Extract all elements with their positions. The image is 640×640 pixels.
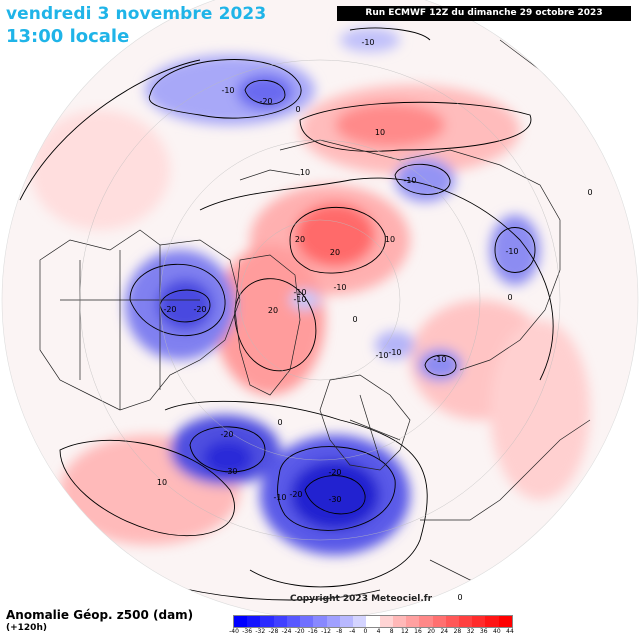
contour-label: -20 — [163, 305, 176, 314]
contour-label: 0 — [507, 293, 512, 302]
contour-label: -20 — [259, 97, 272, 106]
contour-label: -10 — [293, 295, 306, 304]
contour-label: -10 — [333, 283, 346, 292]
legend-label: 32 — [466, 628, 475, 635]
contour-label: -10 — [293, 288, 306, 297]
legend-label: -32 — [255, 628, 266, 635]
contour-labels: -10-10-20-10-10-2010-20-10-10-10-10-1020… — [157, 38, 593, 602]
legend-swatch — [247, 616, 261, 627]
legend-swatch — [445, 616, 459, 627]
contour-label: -10 — [388, 348, 401, 357]
legend-label: -16 — [307, 628, 318, 635]
legend-swatch — [406, 616, 420, 627]
legend-label: -24 — [281, 628, 292, 635]
contour-label: -20 — [328, 468, 341, 477]
contour-label: 20 — [268, 306, 278, 315]
legend-label: 20 — [427, 628, 435, 635]
legend-label: 40 — [493, 628, 501, 635]
neg-anomaly-europe-core — [290, 460, 380, 530]
forecast-date: vendredi 3 novembre 2023 — [6, 4, 267, 24]
legend-swatch — [234, 616, 248, 627]
contour-label: 0 — [277, 418, 282, 427]
legend-swatch — [485, 616, 499, 627]
legend-label: -12 — [321, 628, 331, 635]
contour-label: 10 — [300, 168, 310, 177]
contour-label: 0 — [295, 105, 300, 114]
pos-anomaly-siberia-core — [335, 103, 445, 147]
contour-label: 0 — [352, 315, 357, 324]
contour-label: -10 — [221, 86, 234, 95]
legend-label: 44 — [506, 628, 514, 635]
legend-label: 36 — [479, 628, 488, 635]
legend-label: 4 — [376, 628, 381, 635]
contour-label: 10 — [157, 478, 167, 487]
legend-label: -20 — [294, 628, 305, 635]
contour-label: 10 — [375, 128, 385, 137]
legend-label: -40 — [229, 628, 239, 635]
legend-label: -8 — [336, 628, 343, 635]
pos-anomaly-east — [490, 320, 590, 500]
contour-label: -10 — [505, 247, 518, 256]
legend-swatch — [472, 616, 486, 627]
map-variable-title: Anomalie Géop. z500 (dam) — [6, 608, 194, 622]
contour-label: -30 — [328, 495, 341, 504]
contour-label: -20 — [193, 305, 206, 314]
contour-label: 10 — [385, 235, 395, 244]
legend-label: 12 — [401, 628, 409, 635]
legend-swatch — [458, 616, 473, 627]
legend-swatch — [379, 616, 393, 627]
legend-label: -28 — [268, 628, 279, 635]
legend-label: -36 — [242, 628, 253, 635]
neg-anomaly-natl-core — [203, 440, 253, 476]
contour-label: -10 — [375, 351, 388, 360]
legend-swatch — [498, 616, 512, 627]
neg-anomaly-nepac — [340, 28, 400, 52]
legend-swatch — [326, 616, 340, 627]
run-info: Run ECMWF 12Z du dimanche 29 octobre 202… — [337, 6, 631, 21]
contour-label: -20 — [289, 490, 302, 499]
color-scale-legend — [233, 615, 513, 628]
legend-swatch — [339, 616, 354, 627]
pos-anomaly-core — [295, 203, 375, 267]
legend-swatch — [353, 616, 367, 627]
legend-label: 0 — [363, 628, 368, 635]
legend-swatch — [366, 616, 380, 627]
pos-anomaly-nw — [30, 110, 170, 230]
forecast-time: 13:00 locale — [6, 26, 130, 47]
contour-label: -10 — [403, 176, 416, 185]
contour-label: 20 — [330, 248, 340, 257]
legend-label: 8 — [389, 628, 394, 635]
legend-swatch — [286, 616, 301, 627]
legend-swatch — [392, 616, 407, 627]
contour-label: -20 — [220, 430, 233, 439]
legend-label: -4 — [349, 628, 356, 635]
contour-label: -10 — [273, 493, 286, 502]
contour-label: -10 — [433, 355, 446, 364]
legend-swatch — [419, 616, 433, 627]
legend-swatch — [273, 616, 287, 627]
contour-label: -10 — [361, 38, 374, 47]
legend-swatch — [260, 616, 274, 627]
legend-swatch — [300, 616, 314, 627]
legend-swatch — [313, 616, 327, 627]
contour-label: -30 — [224, 467, 237, 476]
contour-label: 20 — [295, 235, 305, 244]
legend-swatch — [432, 616, 446, 627]
color-scale-labels: -40 -36 -32 -28 -24 -20 -16 -12 -8 -4 0 4 8 12 16 20 24 2… — [229, 628, 514, 638]
legend-label: 24 — [440, 628, 449, 635]
legend-label: 16 — [414, 628, 422, 635]
neg-anomaly-asia-4 — [375, 331, 415, 359]
contour-label: 0 — [587, 188, 592, 197]
copyright-text: Copyright 2023 Meteociel.fr — [290, 594, 433, 604]
contour-label: 0 — [457, 593, 462, 602]
legend-label: 28 — [453, 628, 462, 635]
forecast-lead: (+120h) — [6, 623, 47, 633]
